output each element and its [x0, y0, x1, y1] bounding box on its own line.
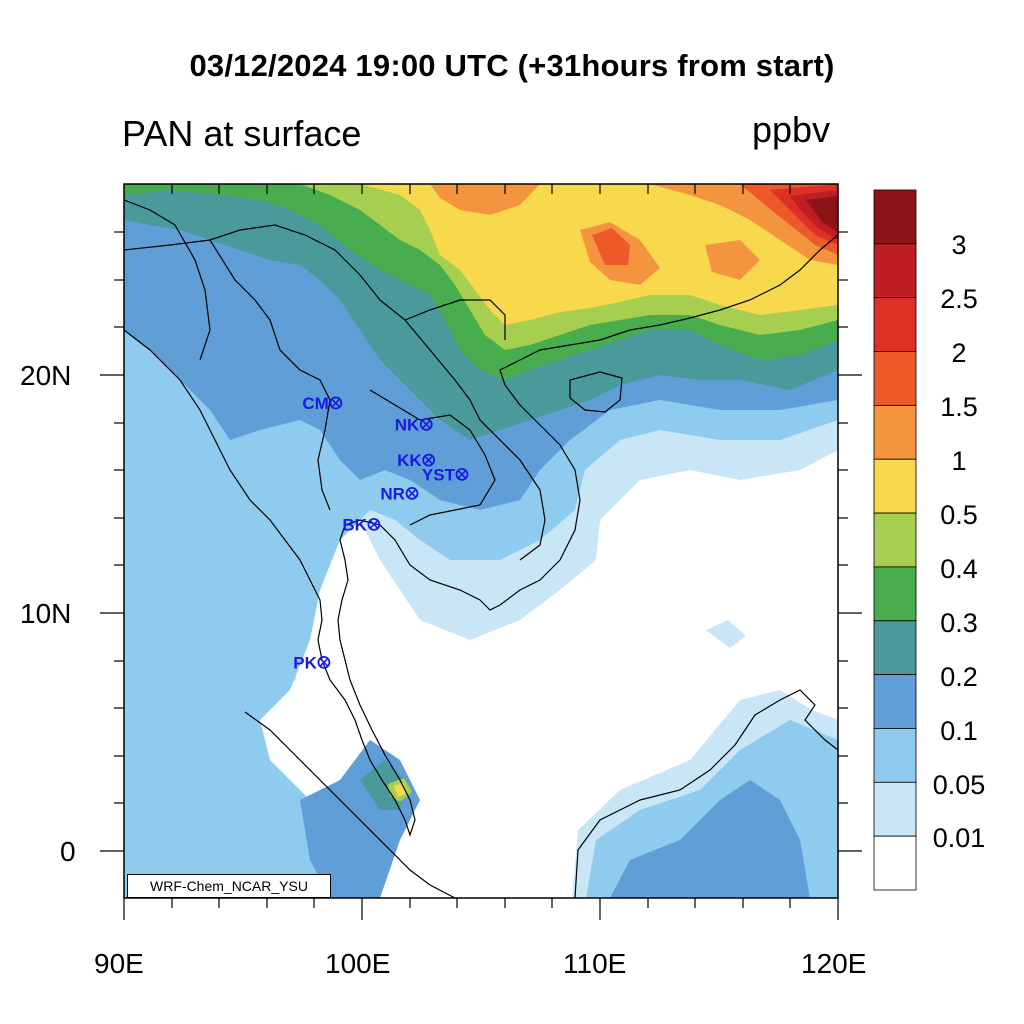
colorbar-label-2-5: 2.5	[940, 284, 978, 314]
colorbar-label-0-5: 0.5	[940, 500, 978, 530]
border-china	[124, 224, 506, 340]
station-marker-icon	[317, 655, 331, 669]
colorbar-swatch	[873, 243, 917, 299]
station-marker-icon	[455, 467, 469, 481]
coastlines-and-borders	[124, 199, 838, 898]
axis-ticks	[100, 184, 862, 920]
colorbar-swatch	[873, 404, 917, 460]
station-pk: PK	[293, 653, 331, 672]
colorbar	[873, 189, 917, 891]
colorbar-label-0-05: 0.05	[932, 770, 986, 800]
border-thailand-laos	[369, 389, 496, 526]
plot-frame	[123, 183, 839, 899]
contour-level-15	[592, 228, 630, 265]
contour-level-01-borneo	[610, 780, 810, 898]
station-label: KK	[397, 451, 422, 470]
station-label: PK	[293, 653, 317, 672]
colorbar-swatch	[873, 835, 917, 891]
colorbar-label-0-1: 0.1	[940, 716, 978, 746]
y-tick-label-0: 0	[60, 836, 76, 867]
y-tick-label-20n: 20N	[20, 360, 72, 391]
station-bk: BK	[342, 515, 381, 534]
concentration-field	[124, 184, 838, 898]
station-cross-icon	[331, 398, 341, 408]
border-myanmar-thailand	[209, 239, 331, 511]
station-cross-icon	[319, 658, 329, 667]
coastline-hainan	[569, 371, 623, 413]
x-tick-label-110e: 110E	[563, 948, 627, 979]
station-marker-icon	[419, 417, 433, 431]
station-nr: NR	[380, 484, 419, 503]
colorbar-swatch	[873, 297, 917, 352]
units-label: ppbv	[752, 109, 831, 150]
model-credit-label: WRF-Chem_NCAR_YSU	[127, 874, 331, 898]
station-cross-icon	[369, 519, 379, 529]
station-kk: KK	[397, 451, 436, 470]
colorbar-swatch	[873, 674, 917, 729]
station-label: YST	[422, 465, 456, 484]
variable-subtitle: PAN at surface	[122, 113, 362, 154]
station-marker-icon	[367, 517, 381, 531]
page-title: 03/12/2024 19:00 UTC (+31hours from star…	[189, 48, 835, 83]
x-tick-label-100e: 100E	[325, 948, 391, 979]
colorbar-label-0-01: 0.01	[932, 823, 986, 853]
y-tick-label-10n: 10N	[20, 598, 72, 629]
colorbar-swatch	[873, 512, 917, 568]
x-tick-label-90e: 90E	[94, 948, 144, 979]
colorbar-label-1-5: 1.5	[940, 392, 978, 422]
coastline-sumatra	[244, 711, 456, 898]
station-cm: CM	[302, 394, 343, 413]
colorbar-swatch	[873, 781, 917, 837]
colorbar-swatch	[873, 351, 917, 406]
border-india	[124, 199, 211, 361]
station-marker-icon	[422, 453, 436, 467]
station-cross-icon	[424, 455, 434, 465]
border-laos-vietnam	[404, 319, 546, 561]
coastline-borneo	[574, 689, 838, 898]
station-label: NR	[380, 484, 405, 503]
contour-level-1-east2	[705, 240, 760, 280]
station-cross-icon	[457, 469, 467, 479]
colorbar-swatch	[873, 458, 917, 514]
colorbar-label-1: 1	[951, 446, 967, 476]
colorbar-label-3: 3	[951, 230, 967, 260]
colorbar-label-2: 2	[951, 338, 967, 368]
station-marker-icon	[405, 486, 419, 500]
station-cross-icon	[407, 489, 417, 498]
colorbar-swatch	[873, 620, 917, 676]
colorbar-swatch	[873, 728, 917, 783]
station-cross-icon	[421, 420, 431, 429]
station-yst: YST	[422, 465, 469, 484]
colorbar-swatch	[873, 566, 917, 622]
station-label: BK	[342, 515, 367, 534]
contour-level-001-south-china-sea	[706, 620, 746, 648]
colorbar-label-0-2: 0.2	[940, 662, 978, 692]
x-tick-label-120e: 120E	[801, 948, 867, 979]
station-label: NK	[395, 415, 420, 434]
colorbar-label-0-4: 0.4	[940, 554, 978, 584]
station-nk: NK	[395, 415, 433, 434]
colorbar-label-0-3: 0.3	[940, 608, 978, 638]
station-marker-icon	[329, 396, 343, 410]
station-label: CM	[302, 394, 328, 413]
contour-level-3	[806, 196, 838, 232]
colorbar-swatch	[873, 189, 917, 245]
coastline-mainland	[124, 234, 838, 837]
